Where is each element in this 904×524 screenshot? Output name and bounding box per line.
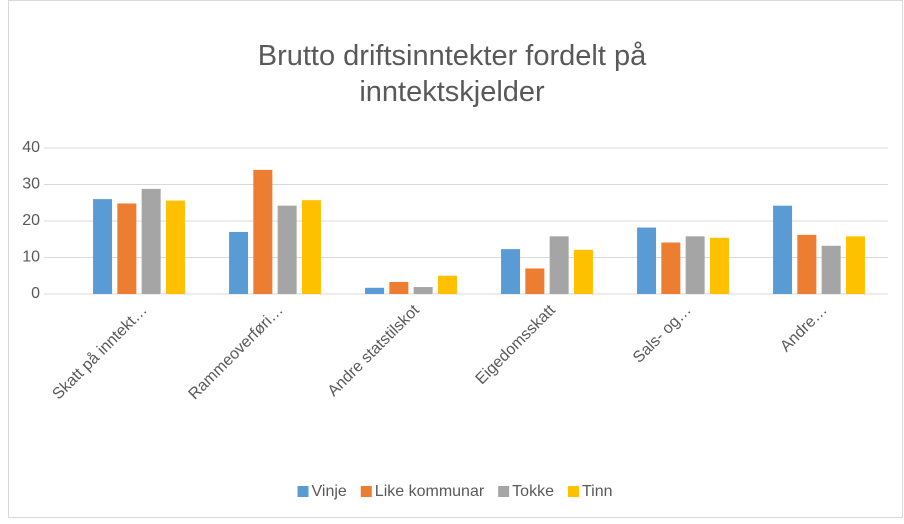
bar <box>229 231 249 294</box>
bar <box>573 249 593 294</box>
legend-item: Like kommunar <box>360 483 485 500</box>
bar <box>253 169 273 294</box>
bar <box>525 268 545 294</box>
bar <box>637 227 657 294</box>
bar <box>365 287 385 294</box>
frame <box>8 0 903 518</box>
bar <box>661 242 681 294</box>
bar <box>437 275 457 294</box>
y-tick-label: 40 <box>22 139 40 156</box>
bar <box>821 245 841 294</box>
y-tick-label: 20 <box>22 212 40 229</box>
bar <box>501 249 521 294</box>
bar <box>797 234 817 294</box>
legend-label: Tokke <box>512 483 554 500</box>
x-tick-label: Skatt på inntekt… <box>49 301 151 403</box>
bar <box>93 199 113 294</box>
legend-item: Tokke <box>498 483 554 500</box>
x-tick-label: Rammeoverføri… <box>186 302 287 403</box>
y-tick-label: 0 <box>31 285 40 302</box>
bar <box>117 203 137 294</box>
legend-label: Vinje <box>312 483 347 500</box>
bar <box>709 237 729 294</box>
y-tick-label: 10 <box>22 249 40 266</box>
x-tick-label: Andre… <box>777 302 831 356</box>
x-tick-label: Sals- og… <box>630 302 695 367</box>
legend-item: Vinje <box>297 483 347 500</box>
bar <box>141 188 161 294</box>
legend-swatch <box>498 486 510 497</box>
y-tick-label: 30 <box>22 176 40 193</box>
legend-label: Tinn <box>582 483 613 500</box>
legend-swatch <box>360 486 372 497</box>
chart-title: Brutto driftsinntekter fordelt på inntek… <box>257 40 647 108</box>
bar <box>413 287 433 294</box>
bar <box>277 205 297 294</box>
bar <box>165 200 185 294</box>
bar <box>549 236 569 294</box>
x-tick-label: Andre statstilskot <box>325 301 424 400</box>
bar <box>773 205 793 294</box>
bar <box>389 281 409 294</box>
legend-label: Like kommunar <box>375 483 485 500</box>
legend-swatch <box>567 486 579 497</box>
bar <box>845 236 865 294</box>
bar <box>301 200 321 294</box>
x-tick-label: Eigedomsskatt <box>473 301 560 388</box>
legend-swatch <box>297 486 309 497</box>
bar <box>685 236 705 294</box>
legend-item: Tinn <box>567 483 613 500</box>
